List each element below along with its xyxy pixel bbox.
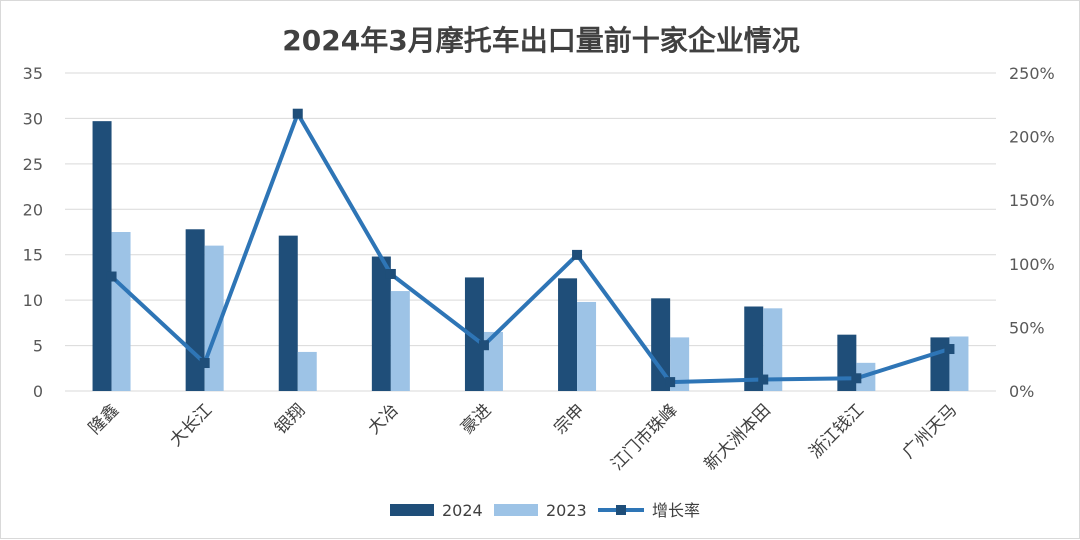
y-right-tick-label: 250% — [1009, 64, 1055, 83]
point-增长率 — [385, 268, 396, 279]
bar-2024 — [278, 235, 298, 391]
bar-2024 — [651, 298, 671, 391]
y-left-tick-label: 30 — [23, 109, 43, 128]
bar-2023 — [577, 301, 597, 391]
legend-label-2024: 2024 — [442, 501, 483, 520]
x-tick-label: 银翔 — [271, 400, 309, 438]
point-增长率 — [478, 340, 489, 351]
x-tick-label: 宗申 — [550, 400, 588, 438]
y-right-tick-label: 50% — [1009, 318, 1045, 337]
point-增长率 — [106, 271, 117, 282]
x-tick-label: 江门市珠峰 — [607, 400, 681, 474]
bar-2024 — [371, 256, 391, 391]
y-left-tick-label: 15 — [23, 246, 43, 265]
y-left-tick-label: 25 — [23, 155, 43, 174]
point-增长率 — [199, 358, 210, 369]
legend-swatch-2023 — [494, 504, 538, 516]
legend-label-2023: 2023 — [546, 501, 587, 520]
bar-2024 — [744, 306, 764, 391]
x-tick-label: 浙江钱江 — [806, 400, 868, 462]
point-增长率 — [944, 344, 955, 355]
y-left-tick-label: 5 — [33, 337, 43, 356]
y-right-tick-label: 150% — [1009, 191, 1055, 210]
x-tick-label: 大冶 — [364, 400, 402, 438]
bar-2024 — [92, 121, 112, 391]
chart-title: 2024年3月摩托车出口量前十家企业情况 — [282, 24, 800, 57]
point-增长率 — [758, 374, 769, 385]
legend-swatch-2024 — [390, 504, 434, 516]
x-tick-label: 大长江 — [166, 400, 216, 450]
legend-marker-增长率 — [616, 505, 626, 515]
legend-label-增长率: 增长率 — [652, 501, 700, 520]
line-增长率 — [110, 111, 951, 385]
point-增长率 — [851, 373, 862, 384]
bar-2023 — [390, 291, 410, 391]
x-tick-label: 新大洲本田 — [701, 400, 775, 474]
bar-2023 — [763, 308, 783, 391]
x-tick-label: 广州天马 — [899, 400, 961, 462]
y-right-tick-label: 200% — [1009, 128, 1055, 147]
y-right-tick-label: 100% — [1009, 255, 1055, 274]
y-right-tick-label: 0% — [1009, 382, 1034, 401]
bar-2024 — [558, 278, 578, 391]
bar-2023 — [297, 351, 317, 391]
y-left-tick-label: 0 — [33, 382, 43, 401]
y-left-tick-label: 10 — [23, 291, 43, 310]
x-tick-label: 豪进 — [457, 400, 496, 439]
point-增长率 — [572, 249, 583, 260]
x-tick-label: 隆鑫 — [85, 400, 123, 438]
y-left-tick-label: 20 — [23, 200, 43, 219]
bar-2023 — [111, 232, 131, 391]
point-增长率 — [292, 108, 303, 119]
y-left-tick-label: 35 — [23, 64, 43, 83]
bar-2024 — [464, 277, 484, 391]
point-增长率 — [665, 377, 676, 388]
